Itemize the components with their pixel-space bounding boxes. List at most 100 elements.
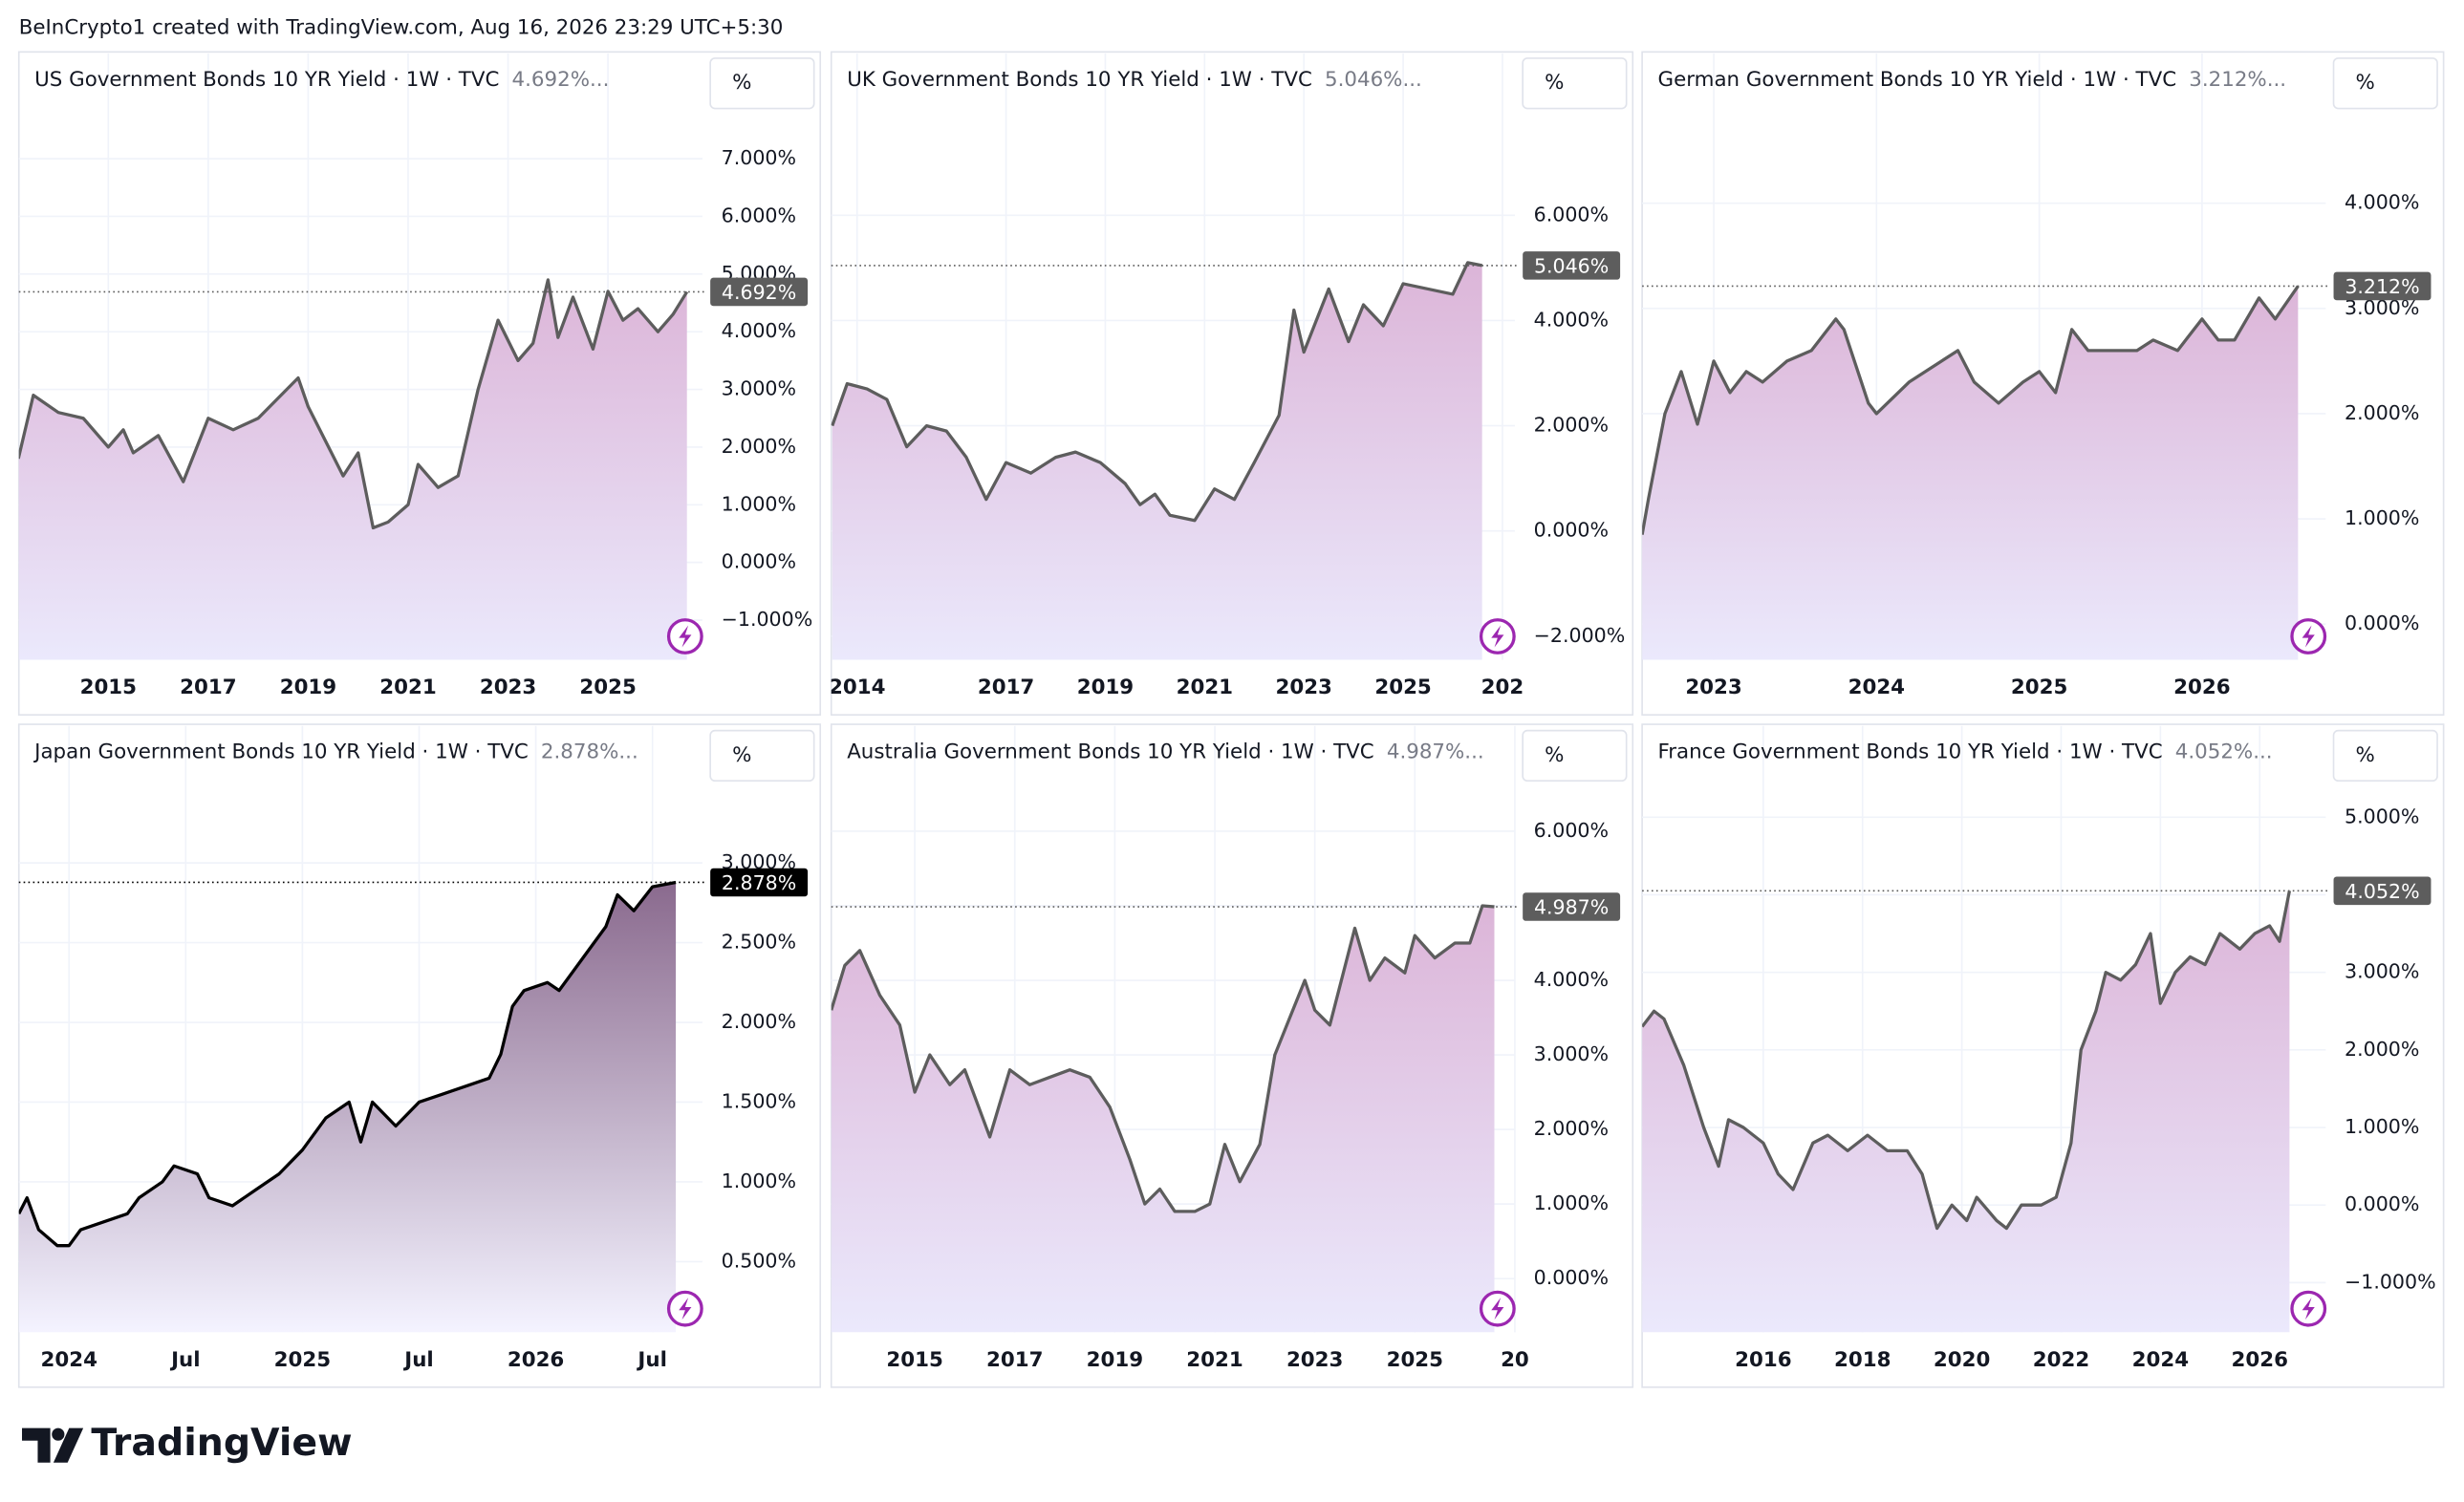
y-tick-label: 6.000% (722, 204, 796, 226)
plot-area (831, 904, 1495, 1333)
unit-box (2332, 57, 2438, 110)
y-tick-label: 7.000% (722, 146, 796, 169)
y-tick-label: 6.000% (1534, 819, 1609, 842)
price-label-bg (1523, 892, 1621, 921)
y-tick-label: 6.000% (1534, 203, 1609, 225)
x-tick-label: 2021 (379, 676, 436, 699)
unit-box (709, 729, 815, 783)
x-axis: 2015 2017 2019 2021 2023 2025 (80, 676, 637, 699)
x-tick-label: 2017 (978, 676, 1034, 699)
legend-value: 4.052%... (2175, 740, 2273, 764)
x-tick-label: 20 (1501, 1348, 1529, 1372)
lightning-icon[interactable] (1479, 618, 1516, 654)
plot-area (18, 278, 689, 660)
price-label-bg (2333, 876, 2432, 906)
unit-label: % (732, 71, 751, 95)
unit-label: % (2356, 71, 2375, 95)
chart-panel: 4.000%3.000%2.000%1.000%0.000%2023 2024 20… (1641, 51, 2445, 717)
x-tick-label: 2019 (1087, 1348, 1143, 1372)
unit-box (2332, 729, 2438, 783)
unit-label: % (1545, 743, 1564, 767)
brand-name: TradingView (91, 1421, 352, 1465)
y-tick-label: 2.000% (1534, 1117, 1609, 1140)
x-tick-label: 2025 (579, 676, 636, 699)
area-fill (18, 279, 687, 660)
y-tick-label: 1.000% (1534, 1191, 1609, 1214)
price-label-bg (1523, 251, 1621, 280)
line (1642, 890, 2292, 1231)
price-label: 5.046% (1534, 255, 1609, 278)
x-tick-label: 2017 (986, 1348, 1043, 1372)
x-tick-label: 2026 (2232, 1348, 2288, 1372)
x-tick-label: 202 (1481, 676, 1524, 699)
x-tick-label: 2023 (1275, 676, 1331, 699)
y-tick-label: 4.000% (1534, 308, 1609, 331)
plot-area (18, 880, 677, 1333)
y-tick-label: 2.000% (2345, 1038, 2419, 1061)
area-fill (831, 905, 1495, 1333)
x-axis: 2023 2024 2025 2026 (1685, 676, 2230, 699)
chart-panel: 6.000%5.000%4.000%3.000%2.000%1.000%0.00… (830, 723, 1634, 1388)
lightning-icon[interactable] (666, 1290, 703, 1327)
y-tick-label: 0.000% (722, 550, 796, 573)
x-tick-label: 2016 (1735, 1348, 1791, 1372)
legend-title: US Government Bonds 10 YR Yield · 1W · T… (34, 68, 499, 92)
y-tick-label: 4.000% (2345, 191, 2419, 214)
unit-label: % (1545, 71, 1564, 95)
x-tick-label: 2025 (2011, 676, 2067, 699)
price-label: 4.987% (1534, 896, 1609, 919)
legend-value: 4.987%... (1387, 740, 1484, 764)
y-tick-label: 0.000% (2345, 612, 2419, 634)
y-tick-label: 3.000% (722, 850, 796, 873)
lightning-icon[interactable] (2290, 1290, 2327, 1327)
x-tick-label: 2019 (280, 676, 336, 699)
y-tick-label: −1.000% (722, 608, 813, 631)
price-label-bg (710, 277, 809, 307)
y-tick-label: 3.000% (2345, 960, 2419, 983)
x-tick-label: 2024 (1848, 676, 1905, 699)
unit-box (1522, 57, 1628, 110)
y-tick-label: 0.000% (2345, 1192, 2419, 1215)
area-fill (1642, 890, 2290, 1333)
unit-box (1522, 729, 1628, 783)
x-tick-label: 2025 (274, 1348, 331, 1372)
area-fill (1642, 286, 2299, 660)
lightning-icon[interactable] (1479, 1290, 1516, 1327)
x-tick-label: 2019 (1077, 676, 1134, 699)
x-tick-label: 2023 (1286, 1348, 1343, 1372)
y-tick-label: 0.000% (1534, 519, 1609, 542)
legend-title: German Government Bonds 10 YR Yield · 1W… (1658, 68, 2177, 92)
y-tick-label: 1.000% (2345, 506, 2419, 529)
legend-title: Japan Government Bonds 10 YR Yield · 1W … (32, 740, 529, 764)
price-label: 4.052% (2345, 880, 2419, 903)
x-axis: 2014 2017 2019 2021 2023 2025 202 (832, 676, 1524, 699)
price-label-bg (2333, 271, 2432, 301)
x-tick-label: Jul (402, 1348, 433, 1372)
x-tick-label: 2026 (508, 1348, 564, 1372)
x-tick-label: 2026 (2173, 676, 2230, 699)
y-tick-label: 2.000% (1534, 414, 1609, 437)
price-label: 2.878% (722, 871, 796, 894)
y-tick-label: 4.000% (722, 319, 796, 342)
chart-panel: 6.000%4.000%2.000%0.000%−2.000%2014 2017 2… (830, 51, 1634, 717)
x-tick-label: 2021 (1177, 676, 1233, 699)
line (18, 880, 677, 1248)
x-tick-label: 2021 (1186, 1348, 1243, 1372)
x-tick-label: 2023 (480, 676, 536, 699)
lightning-icon[interactable] (2290, 618, 2327, 654)
y-tick-label: 4.000% (1534, 968, 1609, 991)
line (18, 278, 689, 530)
legend-title: UK Government Bonds 10 YR Yield · 1W · T… (847, 68, 1312, 92)
price-label: 3.212% (2345, 275, 2419, 298)
y-tick-label: −1.000% (2345, 1270, 2436, 1293)
line (831, 904, 1495, 1213)
price-label-bg (710, 868, 809, 897)
x-tick-label: Jul (636, 1348, 666, 1372)
line (831, 261, 1482, 523)
x-tick-label: 2020 (1934, 1348, 1990, 1372)
legend-value: 2.878%... (541, 740, 638, 764)
area-fill (832, 262, 1482, 660)
line (1642, 285, 2300, 535)
lightning-icon[interactable] (666, 618, 703, 654)
